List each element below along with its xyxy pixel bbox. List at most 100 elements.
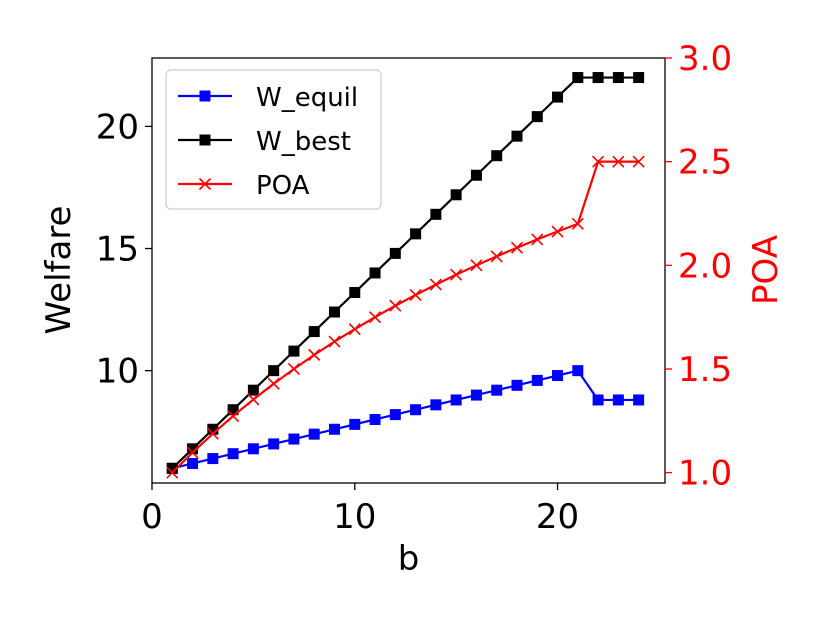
data-point [510, 241, 524, 254]
x-tick-label: 10 [333, 497, 376, 537]
y-axis-label-left: Welfare [39, 206, 79, 335]
data-point [552, 370, 564, 382]
data-point [368, 311, 382, 324]
data-point [592, 155, 605, 168]
y-right-tick-label: 2.0 [678, 246, 732, 286]
data-point [308, 326, 320, 338]
data-point [491, 384, 503, 396]
legend-label: W_equil [256, 83, 358, 113]
data-point [450, 268, 463, 281]
data-point [430, 399, 442, 411]
data-point [531, 233, 544, 246]
data-point [207, 453, 219, 465]
data-point [166, 462, 178, 474]
data-point [187, 443, 199, 455]
x-axis-label: b [398, 539, 420, 579]
x-tick-label: 20 [536, 497, 579, 537]
data-point [410, 404, 422, 416]
data-point [268, 365, 280, 377]
legend-label: W_best [256, 127, 351, 157]
y-right-tick-label: 1.5 [678, 350, 732, 390]
y-left-tick-label: 20 [96, 107, 139, 147]
data-point [572, 72, 584, 84]
data-point [186, 446, 199, 459]
data-point [308, 428, 320, 440]
data-point [288, 345, 300, 357]
data-point [633, 72, 645, 84]
y-left-tick-label: 15 [96, 230, 139, 270]
y-axis-label-right: POA [746, 235, 786, 305]
ticks: 0 10 20 10 15 20 1.0 1.5 2.0 2.5 3.0 [96, 39, 732, 537]
data-point [592, 72, 604, 84]
data-point [349, 286, 361, 298]
series-poa [166, 155, 645, 479]
data-point [369, 413, 381, 425]
data-point [328, 306, 340, 318]
data-point [247, 384, 259, 396]
data-point [410, 228, 422, 240]
data-point [490, 250, 503, 263]
data-point [551, 225, 564, 238]
data-point [511, 379, 523, 391]
data-point [633, 394, 645, 406]
data-point [572, 365, 584, 377]
data-point [247, 393, 260, 406]
y-left-tick-label: 10 [96, 352, 139, 392]
data-point [328, 423, 340, 435]
data-point [612, 155, 625, 168]
data-point [206, 427, 219, 440]
y-right-tick-label: 2.5 [678, 143, 732, 183]
data-point [268, 438, 280, 450]
data-point [571, 217, 584, 230]
series-layer [166, 72, 645, 479]
data-point [389, 247, 401, 259]
data-point [199, 134, 211, 146]
plot-frame [151, 57, 666, 484]
data-point [267, 377, 280, 390]
data-point [612, 72, 624, 84]
legend-entry: W_best [178, 127, 351, 157]
data-point [531, 111, 543, 123]
data-point [389, 409, 401, 421]
y-right-tick-label: 3.0 [678, 39, 732, 79]
data-point [308, 348, 321, 361]
data-point [612, 394, 624, 406]
data-point [247, 443, 259, 455]
data-point [531, 374, 543, 386]
data-point [187, 457, 199, 469]
legend-entry: W_equil [178, 83, 358, 113]
data-point [552, 91, 564, 103]
data-point [450, 394, 462, 406]
y-right-tick-label: 1.0 [678, 454, 732, 494]
data-point [199, 90, 211, 102]
data-point [328, 335, 341, 348]
data-point [592, 394, 604, 406]
data-point [288, 433, 300, 445]
data-point [227, 404, 239, 416]
legend: W_equil W_best POA [165, 69, 382, 210]
x-tick-label: 0 [141, 497, 163, 537]
data-point [348, 323, 361, 336]
data-point [632, 155, 645, 168]
data-point [227, 448, 239, 460]
data-point [470, 169, 482, 181]
data-point [166, 466, 179, 479]
data-point [207, 423, 219, 435]
data-point [409, 288, 422, 302]
data-point [389, 299, 402, 312]
data-point [227, 409, 240, 423]
data-point [491, 150, 503, 162]
data-point [511, 130, 523, 142]
data-point [349, 418, 361, 430]
series-w-best [166, 72, 645, 474]
legend-box [165, 69, 382, 210]
data-point [369, 267, 381, 279]
data-point [470, 389, 482, 401]
data-point [450, 189, 462, 201]
data-point [198, 177, 212, 191]
legend-entry: POA [178, 171, 310, 201]
data-point [470, 259, 483, 272]
data-point [429, 278, 442, 291]
